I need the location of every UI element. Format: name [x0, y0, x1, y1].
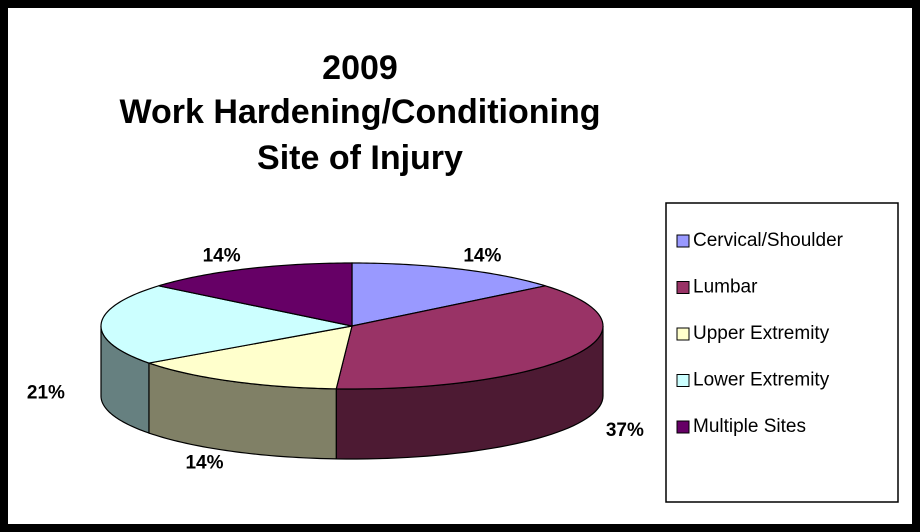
data-label: 21%: [27, 383, 65, 404]
legend-swatch: [676, 327, 690, 341]
chart-title: Site of Injury: [257, 139, 463, 177]
legend-label: Lower Extremity: [693, 370, 830, 391]
slice: [158, 262, 353, 327]
legend-label: Lumbar: [693, 277, 758, 298]
slice: [100, 285, 353, 364]
legend-swatch: [676, 234, 690, 248]
slice: [146, 325, 353, 390]
data-label: 37%: [606, 420, 644, 441]
slice: [351, 262, 546, 327]
legend-label: Cervical/Shoulder: [693, 230, 844, 251]
chart-title: Work Hardening/Conditioning: [120, 93, 601, 131]
legend-label: Upper Extremity: [693, 323, 830, 344]
legend-box: [665, 202, 899, 503]
slice: [335, 285, 604, 390]
data-label: 14%: [185, 452, 223, 473]
chart-title: 2009: [322, 49, 398, 87]
legend-swatch: [676, 420, 690, 434]
legend-label: Multiple Sites: [693, 416, 806, 437]
legend-swatch: [676, 281, 690, 294]
legend-swatch: [676, 374, 690, 387]
data-label: 14%: [463, 245, 501, 266]
data-label: 14%: [203, 245, 241, 266]
